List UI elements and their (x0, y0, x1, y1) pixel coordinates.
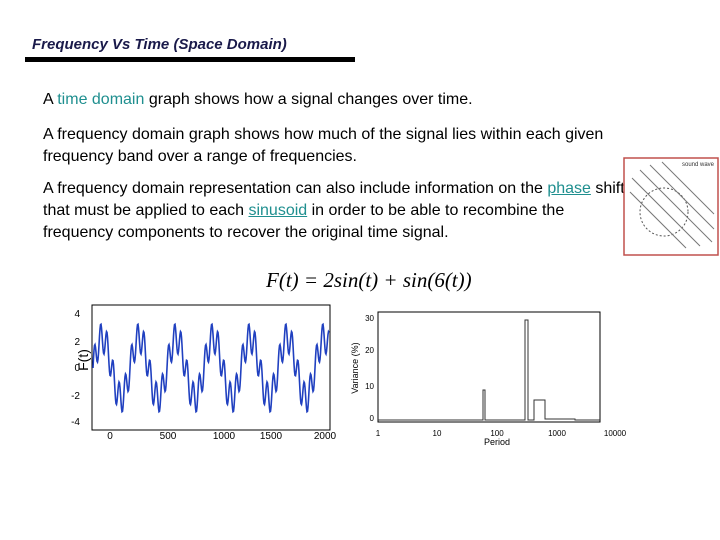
text: A frequency domain graph shows how much … (43, 126, 604, 165)
spectrum (378, 319, 600, 421)
y-tick-label: 30 (365, 314, 374, 323)
time-plot: F(t) 4 2 0 -2 -4 0 500 1000 1500 2000 (71, 304, 337, 442)
side-image: sound wave (623, 157, 719, 256)
x-tick-label: 1500 (260, 431, 283, 442)
title-rule (25, 57, 355, 62)
text: A (43, 91, 58, 108)
text: shift that must be applied to each (43, 180, 625, 219)
text: in order to be able to recombine the fre… (43, 202, 565, 241)
waveform (92, 322, 330, 414)
x-tick-label: 1000 (548, 429, 566, 438)
y-tick-label: 0 (370, 414, 375, 423)
x-tick-label: 100 (490, 429, 504, 438)
paragraph: A frequency domain graph shows how much … (43, 124, 633, 168)
x-axis-label: Period (484, 437, 510, 447)
x-tick-label: 1 (376, 429, 381, 438)
x-tick-label: 2000 (314, 431, 337, 442)
link[interactable]: time domain (57, 91, 145, 108)
slide-title: Frequency Vs Time (Space Domain) (32, 36, 287, 53)
formula: F(t) = 2sin(t) + sin(6(t)) (266, 268, 472, 292)
y-axis-label: F(t) (75, 349, 91, 371)
y-tick-label: 4 (74, 309, 80, 320)
link[interactable]: sinusoid (248, 202, 308, 219)
y-tick-label: 20 (365, 346, 374, 355)
y-tick-label: 2 (74, 337, 80, 348)
x-tick-label: 10000 (604, 429, 627, 438)
y-tick-label: -2 (71, 391, 80, 402)
x-tick-label: 0 (107, 431, 113, 442)
x-tick-label: 500 (160, 431, 177, 442)
text: graph shows how a signal changes over ti… (144, 91, 473, 108)
paragraph: A frequency domain representation can al… (43, 178, 633, 244)
y-tick-label: 10 (365, 382, 374, 391)
link[interactable]: phase (547, 180, 591, 197)
text: A frequency domain representation can al… (43, 180, 548, 197)
image-label: sound wave (682, 162, 715, 168)
x-tick-label: 1000 (213, 431, 236, 442)
x-tick-label: 10 (433, 429, 442, 438)
y-tick-label: -4 (71, 417, 80, 428)
paragraph: A time domain graph shows how a signal c… (43, 89, 633, 111)
y-axis-label: Variance (%) (350, 342, 360, 393)
y-tick-label: 0 (74, 363, 80, 374)
